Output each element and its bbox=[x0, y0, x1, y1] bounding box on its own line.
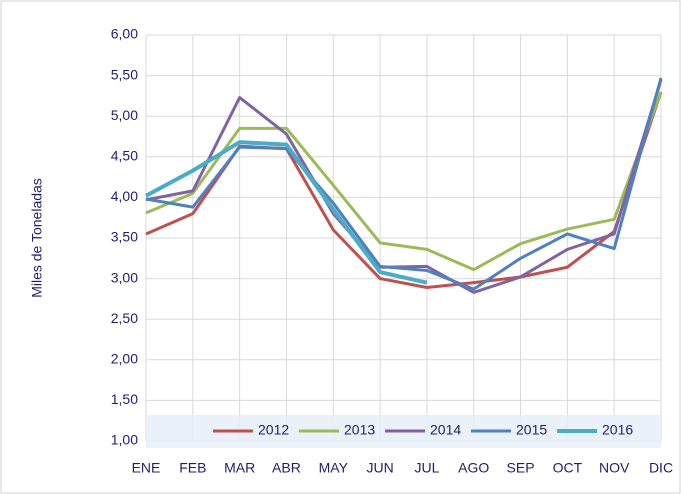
series-line bbox=[145, 77, 663, 291]
x-tick-label: MAY bbox=[319, 460, 349, 476]
y-tick-label: 3,00 bbox=[111, 269, 138, 285]
x-tick-label: ENE bbox=[132, 460, 161, 476]
x-tick-label: FEB bbox=[179, 460, 206, 476]
series-line bbox=[145, 91, 663, 272]
x-tick-label: NOV bbox=[599, 460, 630, 476]
legend-label: 2015 bbox=[516, 422, 547, 438]
x-tick-label: JUL bbox=[414, 460, 439, 476]
series-line bbox=[145, 79, 663, 294]
legend-label: 2014 bbox=[430, 422, 461, 438]
y-axis-label: Miles de Toneladas bbox=[29, 178, 45, 298]
y-tick-label: 4,00 bbox=[111, 188, 138, 204]
y-tick-label: 6,00 bbox=[111, 26, 138, 42]
legend-label: 2016 bbox=[602, 422, 633, 438]
legend-label: 2012 bbox=[258, 422, 289, 438]
x-tick-label: SEP bbox=[507, 460, 535, 476]
x-tick-label: OCT bbox=[553, 460, 583, 476]
y-tick-label: 1,50 bbox=[111, 391, 138, 407]
x-tick-label: DIC bbox=[649, 460, 673, 476]
x-tick-label: ABR bbox=[272, 460, 301, 476]
x-tick-label: MAR bbox=[224, 460, 255, 476]
y-tick-label: 2,50 bbox=[111, 310, 138, 326]
x-tick-label: JUN bbox=[366, 460, 393, 476]
y-tick-label: 4,50 bbox=[111, 148, 138, 164]
series-line bbox=[145, 140, 428, 285]
y-tick-label: 3,50 bbox=[111, 229, 138, 245]
y-tick-label: 2,00 bbox=[111, 351, 138, 367]
y-tick-label: 1,00 bbox=[111, 432, 138, 448]
x-tick-label: AGO bbox=[458, 460, 489, 476]
legend-label: 2013 bbox=[344, 422, 375, 438]
y-tick-label: 5,50 bbox=[111, 66, 138, 82]
y-tick-label: 5,00 bbox=[111, 107, 138, 123]
